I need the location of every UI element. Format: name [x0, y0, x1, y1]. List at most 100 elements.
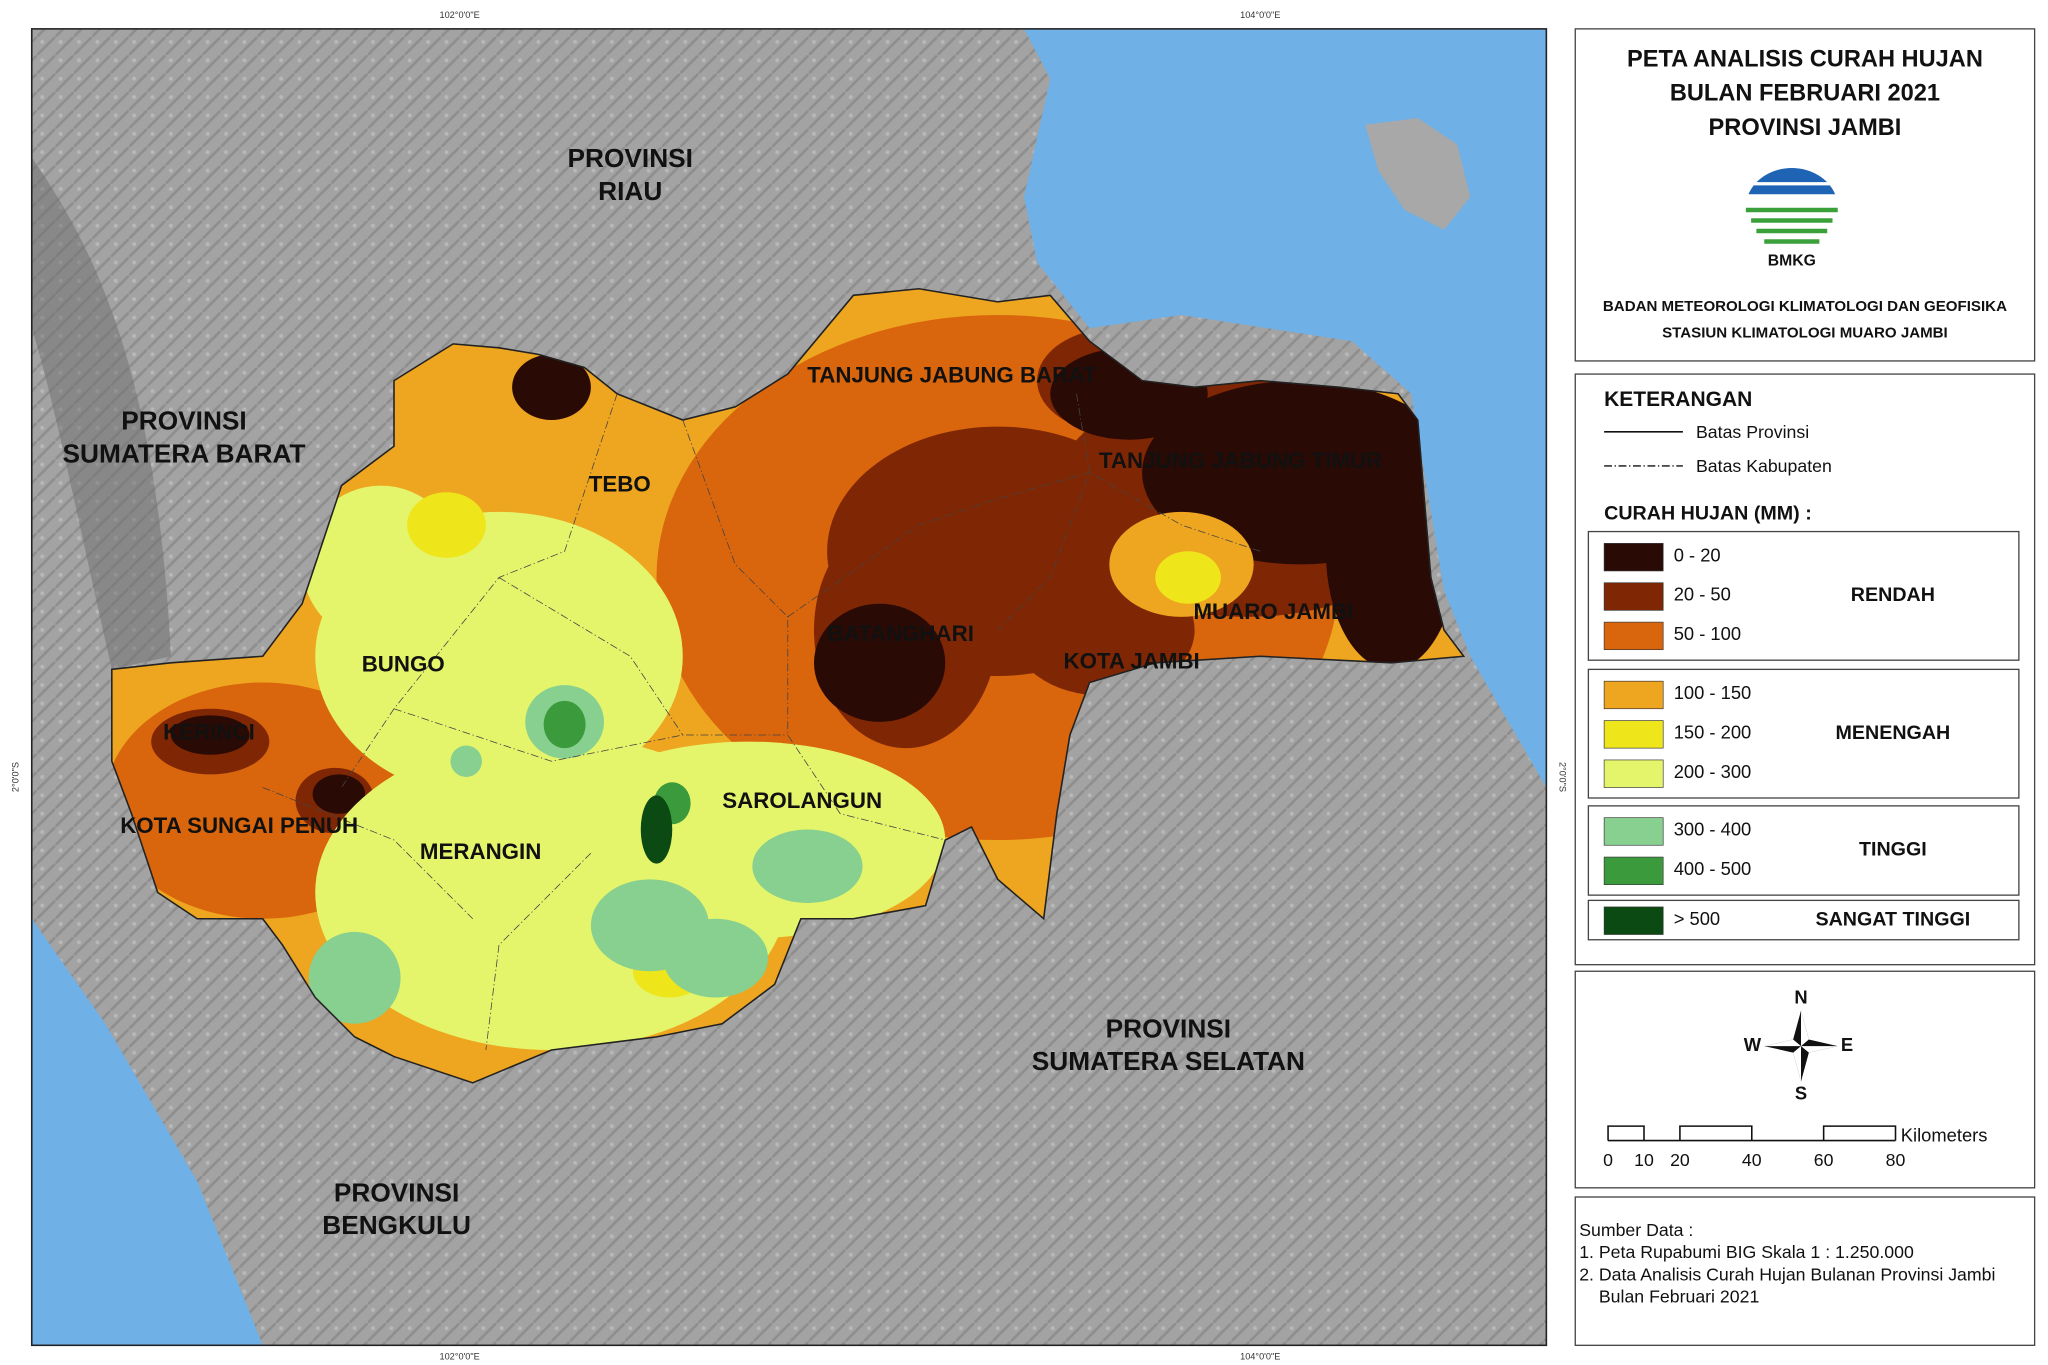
- province-label: PROVINSI: [1106, 1013, 1231, 1043]
- region-label: BATANGHARI: [827, 621, 974, 646]
- legend-group-name: RENDAH: [1851, 584, 1935, 606]
- region-label: MUARO JAMBI: [1193, 599, 1353, 624]
- province-label: PROVINSI: [334, 1177, 459, 1207]
- region-label: TANJUNG JABUNG TIMUR: [1099, 448, 1382, 473]
- rainfall-zone: [752, 829, 863, 903]
- legend-line-label: Batas Provinsi: [1696, 422, 1809, 442]
- rainfall-zone: [170, 715, 250, 755]
- source-item: 1. Peta Rupabumi BIG Skala 1 : 1.250.000: [1579, 1242, 1914, 1262]
- legend-class-label: 300 - 400: [1674, 819, 1752, 840]
- region-label: MERANGIN: [420, 839, 541, 864]
- rainfall-zone: [543, 700, 586, 749]
- legend-swatch: [1603, 906, 1664, 935]
- graticule-label: 104°0'0"E: [1240, 10, 1280, 20]
- map-title: BULAN FEBRUARI 2021: [1670, 81, 1940, 107]
- agency-name: BADAN METEOROLOGI KLIMATOLOGI DAN GEOFIS…: [1603, 298, 2007, 315]
- region-label: TEBO: [589, 472, 651, 497]
- legend-group-name: SANGAT TINGGI: [1815, 908, 1970, 930]
- source-item: Bulan Februari 2021: [1599, 1287, 1759, 1307]
- region-label: BUNGO: [362, 651, 445, 676]
- legend-group-box: [1587, 805, 2020, 896]
- rainfall-zone: [450, 745, 482, 777]
- scale-label: 60: [1814, 1150, 1834, 1170]
- region-label: KERINCI: [163, 720, 255, 745]
- scale-unit: Kilometers: [1901, 1124, 1988, 1145]
- scale-label: 80: [1886, 1150, 1906, 1170]
- province-label: PROVINSI: [121, 406, 246, 436]
- region-label: KOTA JAMBI: [1063, 649, 1199, 674]
- rainfall-zone: [312, 774, 366, 814]
- legend-lines: [1604, 430, 1683, 467]
- legend-swatch: [1603, 543, 1664, 572]
- compass-letter: S: [1795, 1082, 1807, 1103]
- source-title: Sumber Data :: [1579, 1220, 1693, 1240]
- scale-bar: [1607, 1125, 1897, 1142]
- legend-class-label: 100 - 150: [1674, 682, 1752, 703]
- sea: [1024, 28, 1547, 788]
- logo-text: BMKG: [1768, 252, 1816, 269]
- compass-box: [1574, 970, 2036, 1189]
- legend-swatch: [1603, 759, 1664, 788]
- source-item: 2. Data Analisis Curah Hujan Bulanan Pro…: [1579, 1264, 1995, 1284]
- sea: [31, 918, 263, 1346]
- legend-group-name: MENENGAH: [1835, 722, 1950, 744]
- map-title: PROVINSI JAMBI: [1709, 115, 1902, 141]
- scale-label: 20: [1670, 1150, 1690, 1170]
- agency-name: STASIUN KLIMATOLOGI MUARO JAMBI: [1662, 324, 1948, 341]
- compass-rose: [1764, 1010, 1838, 1082]
- legend-class-label: 20 - 50: [1674, 584, 1731, 605]
- legend-class-label: 400 - 500: [1674, 858, 1752, 879]
- scale-label: 10: [1634, 1150, 1654, 1170]
- legend-class-label: > 500: [1674, 908, 1720, 929]
- title-box: [1574, 28, 2036, 362]
- province-label: PROVINSI: [568, 143, 693, 173]
- scale-label: 0: [1603, 1150, 1613, 1170]
- graticule-label: 104°0'0"E: [1240, 1352, 1280, 1362]
- legend-subtitle: CURAH HUJAN (MM) :: [1604, 503, 1812, 525]
- regency-borders: [262, 393, 1261, 1051]
- compass-letter: N: [1794, 987, 1807, 1008]
- legend-class-label: 200 - 300: [1674, 761, 1752, 782]
- rainfall-zone: [814, 603, 946, 722]
- map-area: [31, 28, 1547, 1346]
- rainfall-zone: [407, 492, 486, 558]
- legend-swatch: [1603, 817, 1664, 846]
- legend-group-box: [1587, 530, 2020, 661]
- map-title: PETA ANALISIS CURAH HUJAN: [1627, 47, 1983, 73]
- legend-swatch: [1603, 680, 1664, 710]
- province-label: SUMATERA BARAT: [62, 438, 305, 468]
- legend-swatch: [1603, 621, 1664, 651]
- legend-class-label: 150 - 200: [1674, 722, 1752, 743]
- legend-line-label: Batas Kabupaten: [1696, 456, 1832, 476]
- rainfall-zone: [1155, 551, 1221, 604]
- graticule-label: 2°0'0"S: [1558, 762, 1568, 792]
- legend-class-label: 50 - 100: [1674, 623, 1741, 644]
- rainfall-zone: [663, 918, 769, 998]
- rainfall-zone: [512, 354, 591, 420]
- graticule-label: 102°0'0"E: [439, 1352, 479, 1362]
- legend-swatch: [1603, 856, 1664, 885]
- region-label: TANJUNG JABUNG BARAT: [807, 363, 1096, 388]
- map-frame: [30, 28, 1548, 1347]
- scale-label: 40: [1742, 1150, 1762, 1170]
- province-label: BENGKULU: [322, 1210, 471, 1240]
- region-label: KOTA SUNGAI PENUH: [120, 813, 358, 838]
- compass-letter: E: [1841, 1034, 1853, 1055]
- mountains: [31, 157, 171, 670]
- legend-swatch: [1603, 582, 1664, 611]
- rainfall-zone: [308, 931, 401, 1024]
- legend-class-label: 0 - 20: [1674, 544, 1721, 565]
- rainfall-zone: [640, 795, 673, 864]
- legend-group-box: [1587, 899, 2020, 941]
- province-label: RIAU: [598, 176, 662, 206]
- legend-swatch: [1603, 720, 1664, 749]
- province-label: SUMATERA SELATAN: [1032, 1046, 1305, 1076]
- legend-title: KETERANGAN: [1604, 388, 1752, 411]
- graticule-label: 2°0'0"S: [10, 762, 20, 792]
- legend-group-box: [1587, 668, 2020, 799]
- region-label: SAROLANGUN: [722, 788, 882, 813]
- legend-group-name: TINGGI: [1859, 839, 1927, 861]
- island: [1365, 118, 1471, 230]
